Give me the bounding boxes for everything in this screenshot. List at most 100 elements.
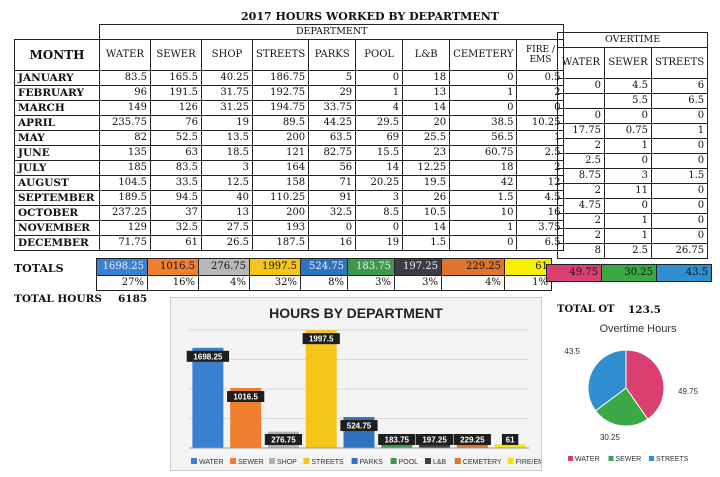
hours-cell: 42 [449,175,518,191]
hours-cell: 52.5 [150,130,202,146]
hours-cell: 91 [308,190,357,206]
data-label: 1997.5 [309,335,334,344]
overtime-header: OVERTIME [556,32,709,48]
hours-cell: 16 [308,235,357,251]
hours-table-body: DEPARTMENT MONTH WATER SEWER SHOP STREETS PARK… [14,24,565,251]
blank-cell [15,25,100,40]
hours-cell: 3 [201,160,253,176]
table-row: APRIL 235.75 76 19 89.5 44.25 29.5 20 38.5 10.25 [14,115,565,131]
table-row: SEPTEMBER 189.5 94.5 40 110.25 91 3 26 1.5 4.5 [14,190,565,206]
hours-cell: 31.25 [201,100,253,116]
legend-swatch [191,458,197,464]
hours-bar-chart: HOURS BY DEPARTMENT 1698.25 1016.5 276.75 19… [170,297,542,471]
column-header-line: EMS [529,55,552,65]
legend-label: SEWER [238,459,264,466]
legend-label: STREETS [656,456,689,463]
table-row: OCTOBER 237.25 37 13 200 32.5 8.5 10.5 10 16 [14,205,565,221]
ot-cell [557,93,605,109]
hours-cell: 94.5 [150,190,202,206]
month-label: JUNE [14,145,100,161]
hours-cell: 82.75 [308,145,357,161]
hours-cell: 15.5 [355,145,404,161]
ot-cell: 0 [650,228,709,244]
percent-cell: 1% [504,275,552,291]
data-label-box [415,434,454,445]
hours-cell: 40 [201,190,253,206]
hours-cell: 38.5 [449,115,518,131]
ot-cell: 4.75 [557,198,605,214]
column-header: WATER [99,39,151,71]
hours-cell: 14 [402,220,451,236]
data-label-box [453,434,491,445]
hours-cell: 71.75 [99,235,151,251]
data-label: 1016.5 [233,393,258,402]
ot-cell: 5.5 [604,93,652,109]
hours-cell: 89.5 [251,115,310,131]
month-label: SEPTEMBER [14,190,100,206]
percent-cell: 4% [441,275,505,291]
percent-cell: 3% [394,275,442,291]
column-header: STREETS [251,39,310,71]
hours-cell: 0 [449,235,518,251]
ot-cell: 2.5 [604,243,652,259]
hours-cell: 3 [355,190,404,206]
hours-cell: 27.5 [201,220,253,236]
ot-column-header-row: WATER SEWER STREETS [557,47,709,79]
table-row: 8 2.5 26.75 [557,243,709,259]
hours-cell: 186.75 [251,70,310,86]
hours-cell: 110.25 [251,190,310,206]
data-label-box [302,333,340,345]
hours-cell: 135 [99,145,151,161]
pie-slice-label: 30.25 [600,433,621,442]
table-row: 0 4.5 6 [557,78,709,94]
ot-cell: 2 [557,183,605,199]
hours-cell: 0 [449,70,518,86]
ot-column-header: SEWER [604,47,652,79]
data-label: 229.25 [460,436,485,445]
ot-cell: 0 [557,108,605,124]
hours-cell: 149 [99,100,151,116]
hours-cell: 56 [308,160,357,176]
hours-cell: 82 [99,130,151,146]
hours-cell: 29 [308,85,357,101]
hours-cell: 32.5 [150,220,202,236]
legend-label: CEMETERY [463,459,502,466]
hours-cell: 237.25 [99,205,151,221]
hours-cell: 33.5 [150,175,202,191]
ot-column-header: STREETS [650,47,709,79]
hours-cell: 0 [308,220,357,236]
hours-cell: 25.5 [402,130,451,146]
table-row: 5.5 6.5 [557,93,709,109]
hours-cell: 96 [99,85,151,101]
month-label: JANUARY [14,70,100,86]
legend-label: STREETS [311,459,344,466]
hours-cell: 193 [251,220,310,236]
data-label-box [378,434,416,445]
ot-cell: 11 [604,183,652,199]
hours-cell: 129 [99,220,151,236]
percent-cell: 3% [347,275,395,291]
hours-cell: 19 [355,235,404,251]
data-label-box [501,434,519,445]
ot-cell: 0.75 [604,123,652,139]
ot-column-header: WATER [557,47,605,79]
ot-cell: 4.5 [604,78,652,94]
column-header: SHOP [201,39,253,71]
month-label: OCTOBER [14,205,100,221]
month-label: MAY [14,130,100,146]
bar-chart-title: HOURS BY DEPARTMENT [269,305,443,321]
hours-cell: 126 [150,100,202,116]
legend-label: PARKS [360,459,384,466]
pie-chart-title: Overtime Hours [599,323,677,335]
ot-cell: 8 [557,243,605,259]
pie-slice [625,349,665,420]
table-row: 2.5 0 0 [557,153,709,169]
ot-cell: 0 [557,78,605,94]
hours-cell: 18.5 [201,145,253,161]
hours-cell: 0 [355,220,404,236]
hours-cell: 61 [150,235,202,251]
total-cell: 183.75 [347,258,395,276]
hours-cell: 14 [402,100,451,116]
